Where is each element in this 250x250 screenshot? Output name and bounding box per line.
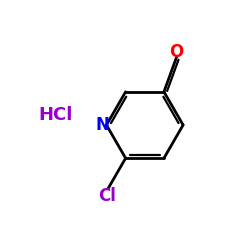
Text: N: N: [96, 116, 110, 134]
Text: HCl: HCl: [38, 106, 73, 124]
Text: O: O: [170, 42, 184, 60]
Text: Cl: Cl: [98, 186, 116, 204]
